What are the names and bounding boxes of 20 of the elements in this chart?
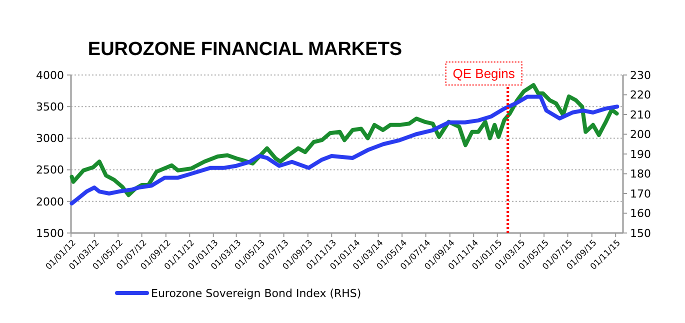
y-tick-label: 2500 xyxy=(36,164,64,177)
y2-tick-label: 200 xyxy=(630,128,651,142)
y-tick-label: 3500 xyxy=(36,100,64,114)
y2-tick-label: 170 xyxy=(630,187,651,200)
ref-line-label: QE Begins xyxy=(452,66,516,82)
y-tick-label: 2000 xyxy=(36,195,64,208)
y2-tick-label: 190 xyxy=(630,148,651,161)
line-series xyxy=(70,94,620,206)
y2-tick-label: 180 xyxy=(630,168,651,181)
y2-tick-label: 210 xyxy=(630,108,651,122)
chart-title: EUROZONE FINANCIAL MARKETS xyxy=(88,39,402,60)
y2-tick-label: 150 xyxy=(630,226,651,240)
y2-tick-label: 160 xyxy=(630,207,651,220)
legend-label: Eurozone Sovereign Bond Index (RHS) xyxy=(151,286,362,300)
y-tick-label: 3000 xyxy=(36,132,64,146)
y2-tick-label: 230 xyxy=(630,68,651,82)
line-series xyxy=(70,83,619,198)
y-tick-label: 4000 xyxy=(36,68,64,82)
y2-tick-label: 220 xyxy=(630,88,651,102)
y-tick-label: 1500 xyxy=(36,226,64,240)
